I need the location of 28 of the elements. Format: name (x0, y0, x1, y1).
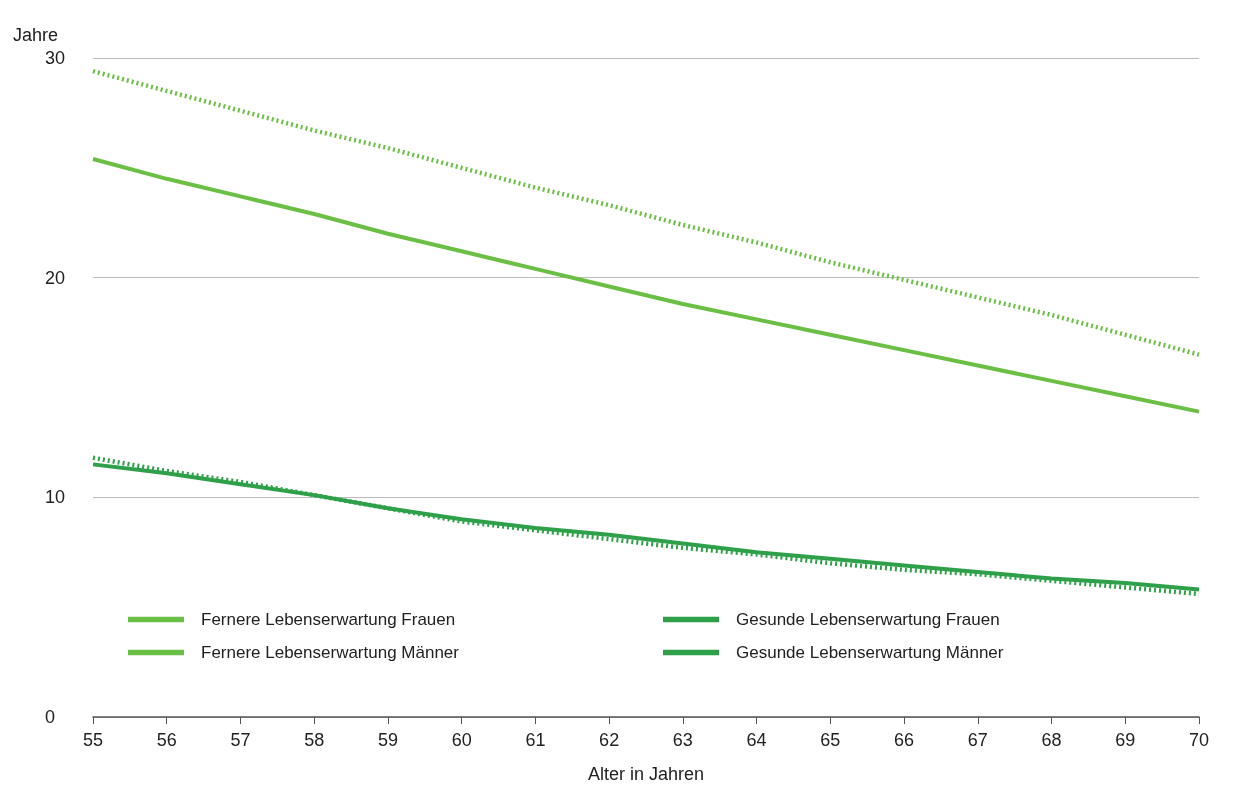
x-tick-label: 68 (1041, 730, 1062, 750)
legend-label: Gesunde Lebenserwartung Frauen (736, 610, 1000, 629)
legend-label: Fernere Lebenserwartung Männer (201, 643, 460, 662)
x-tick-label: 61 (525, 730, 546, 750)
x-tick-label: 70 (1188, 730, 1210, 750)
x-tick-label: 66 (894, 730, 915, 750)
y-axis-title: Jahre (13, 25, 59, 45)
x-tick-label: 56 (156, 730, 177, 750)
y-tick-label: 10 (45, 487, 66, 508)
x-tick-label: 67 (967, 730, 988, 750)
line-series (90, 68, 1202, 357)
x-tick-label: 55 (82, 730, 104, 750)
legend-label: Fernere Lebenserwartung Frauen (201, 610, 456, 629)
y-tick-label: 20 (45, 267, 66, 288)
x-axis-title: Alter in Jahren (587, 764, 705, 784)
legend-label: Gesunde Lebenserwartung Männer (736, 643, 1004, 662)
x-tick-label: 60 (451, 730, 472, 750)
x-tick-label: 59 (377, 730, 398, 750)
x-tick-label: 69 (1115, 730, 1136, 750)
line-series (91, 157, 1201, 414)
x-tick-label: 62 (599, 730, 620, 750)
x-tick-label: 58 (304, 730, 325, 750)
x-tick-label: 63 (672, 730, 693, 750)
x-tick-label: 64 (746, 730, 767, 750)
x-tick-label: 57 (230, 730, 251, 750)
y-tick-label: 30 (45, 48, 66, 68)
x-tick-label: 65 (820, 730, 841, 750)
y-tick-label: 0 (45, 707, 56, 727)
